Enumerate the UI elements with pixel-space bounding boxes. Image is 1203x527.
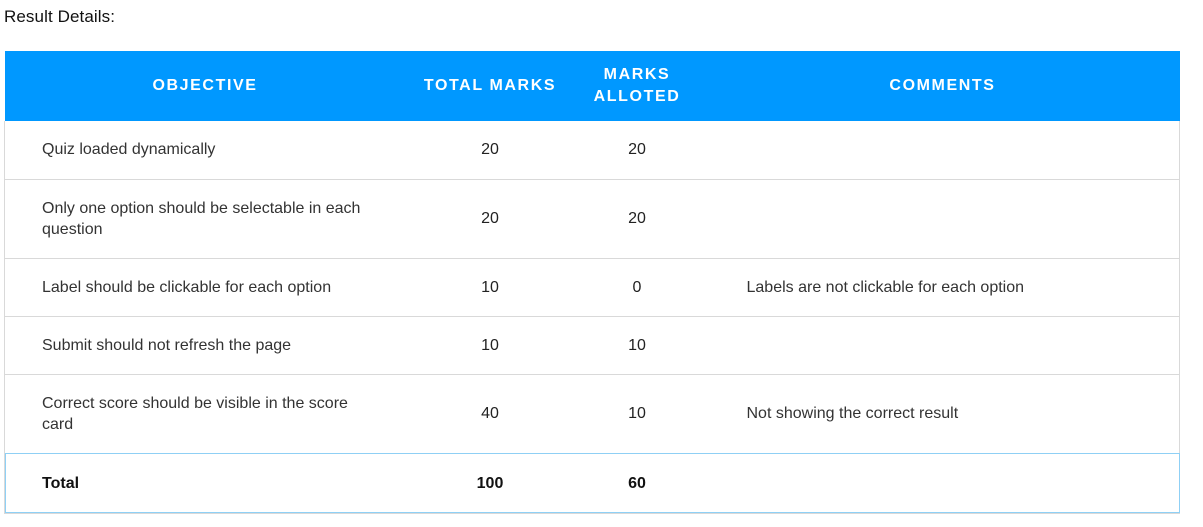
marks-alloted-cell: 10 (628, 405, 646, 422)
table-header: OBJECTIVE TOTAL MARKS MARKS ALLOTED COMM… (4, 51, 1180, 121)
total-marks-cell: 20 (481, 210, 499, 227)
total-marks-cell: 20 (481, 141, 499, 159)
comment-cell: Not showing the correct result (746, 405, 959, 422)
marks-alloted-sum: 60 (628, 474, 646, 492)
table-row: Submit should not refresh the page 10 10 (4, 316, 1180, 374)
header-comments: COMMENTS (889, 77, 996, 94)
total-marks-cell: 10 (481, 278, 499, 296)
table-row: Label should be clickable for each optio… (4, 258, 1180, 316)
objective-cell: Correct score should be visible in the s… (42, 394, 348, 433)
table-row: Only one option should be selectable in … (4, 179, 1180, 258)
result-details-table: OBJECTIVE TOTAL MARKS MARKS ALLOTED COMM… (4, 51, 1180, 514)
total-label: Total (42, 474, 80, 492)
objective-cell: Label should be clickable for each optio… (42, 278, 332, 296)
objective-cell: Submit should not refresh the page (42, 336, 292, 354)
header-objective: OBJECTIVE (152, 77, 258, 94)
objective-cell: Only one option should be selectable in … (42, 199, 361, 238)
marks-alloted-cell: 0 (632, 278, 642, 296)
comment-cell (706, 316, 1180, 374)
marks-alloted-cell: 20 (628, 210, 646, 227)
total-comment-cell (706, 453, 1180, 513)
marks-alloted-cell: 20 (628, 141, 646, 159)
table-row: Quiz loaded dynamically 20 20 (4, 121, 1180, 179)
objective-cell: Quiz loaded dynamically (42, 141, 216, 159)
total-marks-sum: 100 (476, 474, 504, 492)
total-marks-cell: 40 (481, 405, 499, 422)
comment-cell: Labels are not clickable for each option (746, 278, 1025, 296)
header-total-marks: TOTAL MARKS (423, 77, 557, 94)
header-row: OBJECTIVE TOTAL MARKS MARKS ALLOTED COMM… (4, 51, 1180, 121)
total-marks-cell: 10 (481, 336, 499, 354)
header-marks-alloted: MARKS ALLOTED (593, 66, 681, 105)
total-row: Total 100 60 (4, 453, 1180, 513)
comment-cell (706, 121, 1180, 179)
comment-cell (706, 179, 1180, 258)
marks-alloted-cell: 10 (628, 336, 646, 354)
table-body: Quiz loaded dynamically 20 20 Only one o… (4, 121, 1180, 513)
section-title: Result Details: (4, 7, 116, 26)
table-row: Correct score should be visible in the s… (4, 374, 1180, 453)
